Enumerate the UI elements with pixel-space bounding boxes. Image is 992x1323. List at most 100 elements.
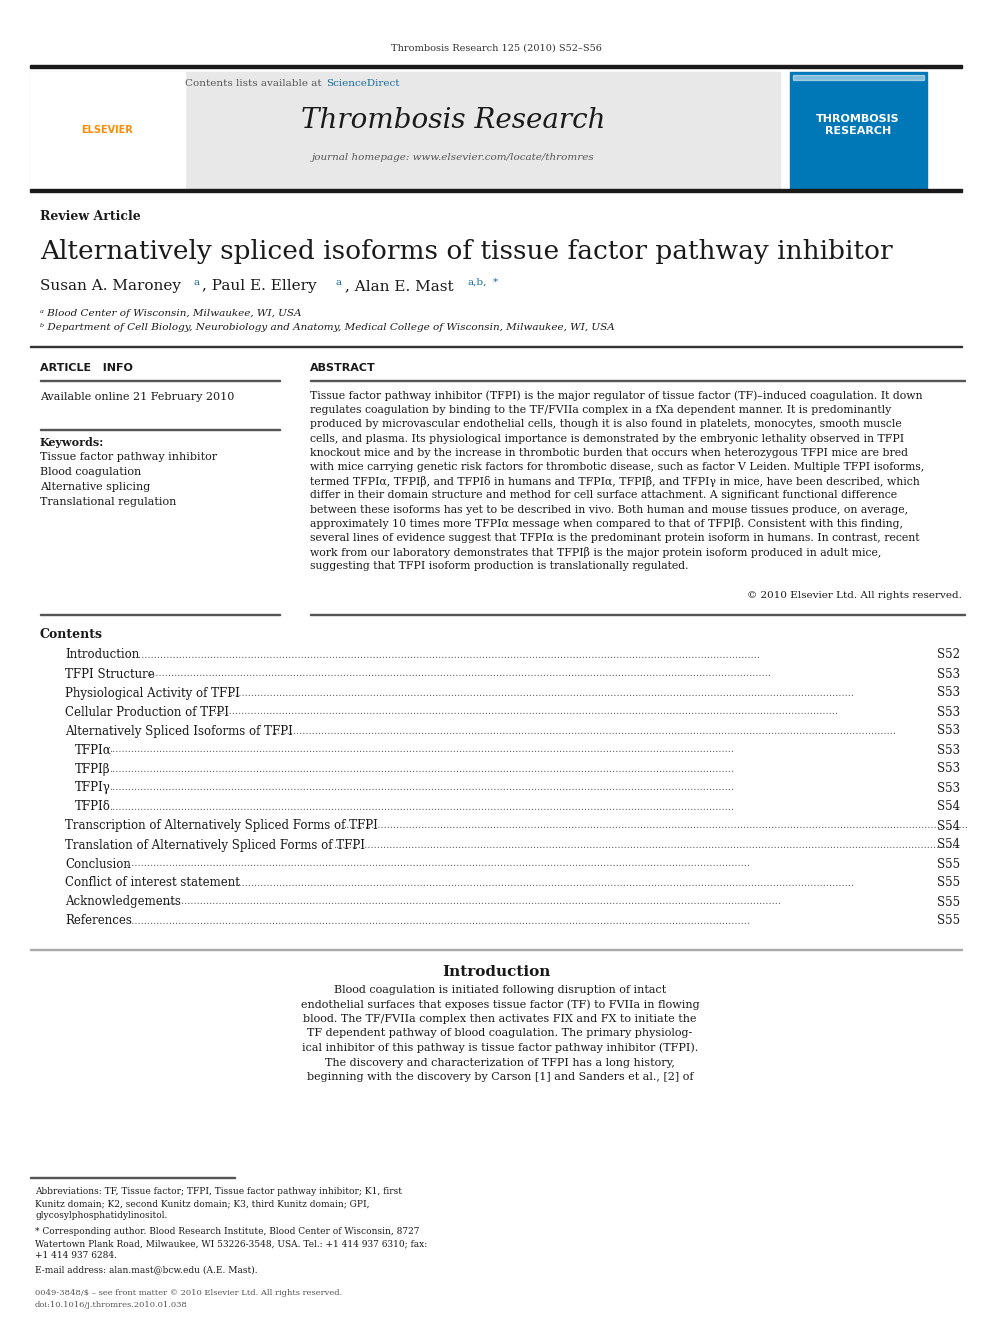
Text: S54: S54 [936,800,960,814]
Text: Introduction: Introduction [441,964,551,979]
Text: regulates coagulation by binding to the TF/FVIIa complex in a fXa dependent mann: regulates coagulation by binding to the … [310,405,891,415]
Text: journal homepage: www.elsevier.com/locate/thromres: journal homepage: www.elsevier.com/locat… [311,153,594,163]
Text: Tissue factor pathway inhibitor: Tissue factor pathway inhibitor [40,452,217,462]
Text: S52: S52 [937,648,960,662]
Text: ................................................................................: ........................................… [135,651,761,659]
Text: Blood coagulation: Blood coagulation [40,467,141,478]
Text: ical inhibitor of this pathway is tissue factor pathway inhibitor (TFPI).: ical inhibitor of this pathway is tissue… [302,1043,698,1053]
Text: Contents: Contents [40,628,103,642]
Text: References: References [65,914,132,927]
Text: suggesting that TFPI isoform production is translationally regulated.: suggesting that TFPI isoform production … [310,561,688,572]
Text: produced by microvascular endothelial cells, though it is also found in platelet: produced by microvascular endothelial ce… [310,419,902,430]
Text: Alternatively Spliced Isoforms of TFPI: Alternatively Spliced Isoforms of TFPI [65,725,293,737]
Text: ................................................................................: ........................................… [109,745,734,754]
Text: S53: S53 [936,668,960,680]
Text: ................................................................................: ........................................… [109,765,734,774]
Text: approximately 10 times more TFPIα message when compared to that of TFPIβ. Consis: approximately 10 times more TFPIα messag… [310,519,903,529]
Text: between these isoforms has yet to be described in vivo. Both human and mouse tis: between these isoforms has yet to be des… [310,504,908,515]
Text: S53: S53 [936,687,960,700]
Text: Keywords:: Keywords: [40,438,104,448]
Text: S53: S53 [936,725,960,737]
Text: Susan A. Maroney: Susan A. Maroney [40,279,181,292]
Text: Thrombosis Research 125 (2010) S52–S56: Thrombosis Research 125 (2010) S52–S56 [391,44,601,53]
Text: The discovery and characterization of TFPI has a long history,: The discovery and characterization of TF… [325,1057,675,1068]
Text: ................................................................................: ........................................… [271,726,896,736]
Text: THROMBOSIS
RESEARCH: THROMBOSIS RESEARCH [816,114,900,136]
Text: TFPIγ: TFPIγ [75,782,111,795]
Text: knockout mice and by the increase in thrombotic burden that occurs when heterozy: knockout mice and by the increase in thr… [310,447,908,458]
Text: S53: S53 [936,744,960,757]
Text: TFPIβ: TFPIβ [75,762,111,775]
Text: Conclusion: Conclusion [65,857,131,871]
Text: Kunitz domain; K2, second Kunitz domain; K3, third Kunitz domain; GPI,: Kunitz domain; K2, second Kunitz domain;… [35,1200,369,1208]
Text: blood. The TF/FVIIa complex then activates FIX and FX to initiate the: blood. The TF/FVIIa complex then activat… [304,1013,696,1024]
Bar [30,345,962,347]
Text: ................................................................................: ........................................… [156,897,782,906]
Text: ARTICLE   INFO: ARTICLE INFO [40,363,133,373]
Text: ELSEVIER: ELSEVIER [81,124,133,135]
Text: a,b,: a,b, [468,278,487,287]
Bar [30,188,962,192]
Text: several lines of evidence suggest that TFPIα is the predominant protein isoform : several lines of evidence suggest that T… [310,533,920,542]
Text: a: a [336,278,342,287]
Text: ................................................................................: ........................................… [343,822,968,831]
Text: a: a [193,278,199,287]
Text: Contents lists available at: Contents lists available at [186,78,325,87]
Text: ................................................................................: ........................................… [125,917,750,926]
Bar [30,65,962,67]
Text: ................................................................................: ........................................… [109,803,734,811]
Text: Thrombosis Research: Thrombosis Research [301,106,605,134]
Text: Translation of Alternatively Spliced Forms of TFPI: Translation of Alternatively Spliced For… [65,839,365,852]
Text: 0049-3848/$ – see front matter © 2010 Elsevier Ltd. All rights reserved.: 0049-3848/$ – see front matter © 2010 El… [35,1289,342,1297]
Text: TFPI Structure: TFPI Structure [65,668,155,680]
Text: ................................................................................: ........................................… [213,708,838,717]
Text: ᵇ Department of Cell Biology, Neurobiology and Anatomy, Medical College of Wisco: ᵇ Department of Cell Biology, Neurobiolo… [40,324,615,332]
Bar [30,71,780,191]
Text: doi:10.1016/j.thromres.2010.01.038: doi:10.1016/j.thromres.2010.01.038 [35,1301,187,1308]
Text: * Corresponding author. Blood Research Institute, Blood Center of Wisconsin, 872: * Corresponding author. Blood Research I… [35,1228,420,1237]
Text: Introduction: Introduction [65,648,139,662]
Text: with mice carrying genetic risk factors for thrombotic disease, such as factor V: with mice carrying genetic risk factors … [310,462,925,472]
Text: Translational regulation: Translational regulation [40,497,177,507]
Text: TFPIδ: TFPIδ [75,800,111,814]
Bar [30,71,185,191]
Text: S54: S54 [936,839,960,852]
Text: cells, and plasma. Its physiological importance is demonstrated by the embryonic: cells, and plasma. Its physiological imp… [310,434,904,443]
Text: TFPIα: TFPIα [75,744,112,757]
Text: Alternatively spliced isoforms of tissue factor pathway inhibitor: Alternatively spliced isoforms of tissue… [40,239,893,265]
Text: S55: S55 [936,896,960,909]
Text: Conflict of interest statement: Conflict of interest statement [65,877,240,889]
Text: Alternative splicing: Alternative splicing [40,482,150,492]
Text: S55: S55 [936,877,960,889]
Text: ................................................................................: ........................................… [333,840,958,849]
Text: Transcription of Alternatively Spliced Forms of TFPI: Transcription of Alternatively Spliced F… [65,819,378,832]
Text: Watertown Plank Road, Milwaukee, WI 53226-3548, USA. Tel.: +1 414 937 6310; fax:: Watertown Plank Road, Milwaukee, WI 5322… [35,1240,428,1249]
Text: E-mail address: alan.mast@bcw.edu (A.E. Mast).: E-mail address: alan.mast@bcw.edu (A.E. … [35,1266,258,1274]
Text: glycosylphosphatidylinositol.: glycosylphosphatidylinositol. [35,1212,168,1221]
Text: work from our laboratory demonstrates that TFPIβ is the major protein isoform pr: work from our laboratory demonstrates th… [310,546,881,558]
Text: Physiological Activity of TFPI: Physiological Activity of TFPI [65,687,240,700]
Bar [790,71,927,191]
Text: S55: S55 [936,914,960,927]
Text: Available online 21 February 2010: Available online 21 February 2010 [40,392,234,402]
Text: Review Article: Review Article [40,209,141,222]
Text: ................................................................................: ........................................… [229,688,854,697]
Text: differ in their domain structure and method for cell surface attachment. A signi: differ in their domain structure and met… [310,491,897,500]
Text: S53: S53 [936,782,960,795]
Text: © 2010 Elsevier Ltd. All rights reserved.: © 2010 Elsevier Ltd. All rights reserved… [747,591,962,601]
Text: Acknowledgements: Acknowledgements [65,896,181,909]
Text: Cellular Production of TFPI: Cellular Production of TFPI [65,705,229,718]
Text: beginning with the discovery by Carson [1] and Sanders et al., [2] of: beginning with the discovery by Carson [… [307,1072,693,1082]
Text: ................................................................................: ........................................… [125,860,750,868]
Text: ................................................................................: ........................................… [146,669,771,679]
Text: ................................................................................: ........................................… [229,878,854,888]
Text: , Paul E. Ellery: , Paul E. Ellery [202,279,316,292]
Text: Blood coagulation is initiated following disruption of intact: Blood coagulation is initiated following… [334,986,666,995]
Text: ᵃ Blood Center of Wisconsin, Milwaukee, WI, USA: ᵃ Blood Center of Wisconsin, Milwaukee, … [40,308,302,318]
Text: *: * [493,278,498,287]
Text: S54: S54 [936,819,960,832]
Text: endothelial surfaces that exposes tissue factor (TF) to FVIIa in flowing: endothelial surfaces that exposes tissue… [301,999,699,1009]
Text: +1 414 937 6284.: +1 414 937 6284. [35,1252,117,1261]
Text: ABSTRACT: ABSTRACT [310,363,376,373]
Text: S53: S53 [936,705,960,718]
